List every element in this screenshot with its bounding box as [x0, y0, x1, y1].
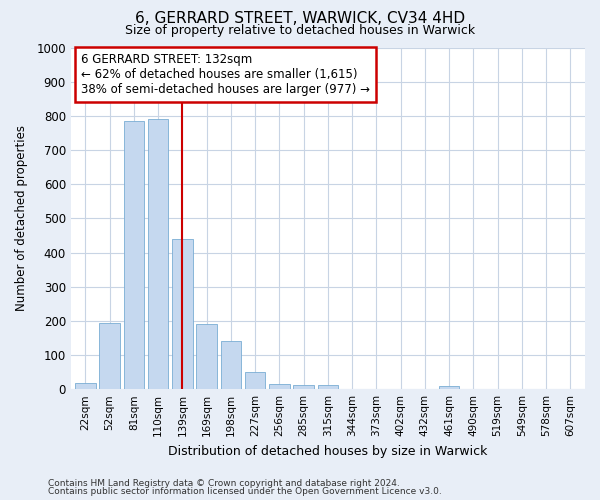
- Bar: [100, 322, 120, 389]
- Bar: [439, 386, 460, 389]
- Bar: [75, 384, 95, 389]
- Text: 6, GERRARD STREET, WARWICK, CV34 4HD: 6, GERRARD STREET, WARWICK, CV34 4HD: [135, 11, 465, 26]
- Bar: [196, 324, 217, 389]
- Bar: [245, 372, 265, 389]
- X-axis label: Distribution of detached houses by size in Warwick: Distribution of detached houses by size …: [168, 444, 488, 458]
- Bar: [124, 121, 144, 389]
- Y-axis label: Number of detached properties: Number of detached properties: [15, 126, 28, 312]
- Bar: [148, 120, 169, 389]
- Bar: [269, 384, 290, 389]
- Text: Size of property relative to detached houses in Warwick: Size of property relative to detached ho…: [125, 24, 475, 37]
- Bar: [293, 385, 314, 389]
- Bar: [221, 342, 241, 389]
- Bar: [317, 385, 338, 389]
- Text: Contains public sector information licensed under the Open Government Licence v3: Contains public sector information licen…: [48, 488, 442, 496]
- Text: 6 GERRARD STREET: 132sqm
← 62% of detached houses are smaller (1,615)
38% of sem: 6 GERRARD STREET: 132sqm ← 62% of detach…: [81, 52, 370, 96]
- Bar: [172, 239, 193, 389]
- Text: Contains HM Land Registry data © Crown copyright and database right 2024.: Contains HM Land Registry data © Crown c…: [48, 479, 400, 488]
